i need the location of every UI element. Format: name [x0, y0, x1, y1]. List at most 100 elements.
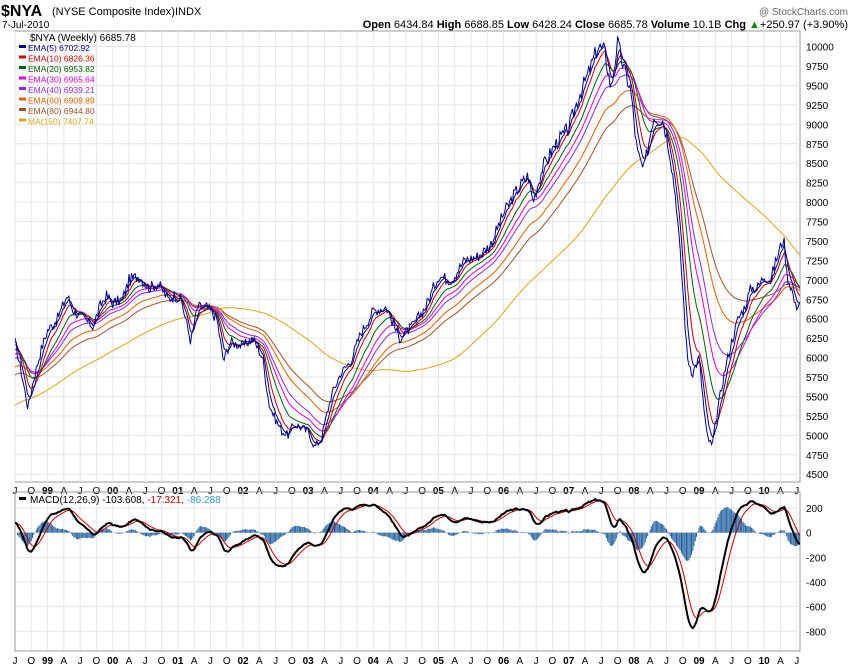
macd-x-tick-label: J: [143, 656, 148, 667]
macd-histogram-bar: [573, 531, 575, 533]
macd-histogram-bar: [425, 530, 427, 533]
legend-swatch: [19, 97, 26, 101]
macd-histogram-bar: [154, 532, 156, 536]
macd-histogram-bar: [325, 525, 327, 533]
macd-x-tick-label: 03: [303, 656, 315, 667]
macd-histogram-bar: [479, 532, 481, 535]
macd-histogram-bar: [658, 522, 660, 533]
macd-histogram-bar: [18, 532, 20, 537]
price-y-tick-label: 8000: [806, 198, 829, 209]
macd-histogram-bar: [283, 532, 285, 535]
macd-histogram-bar: [206, 527, 208, 533]
index-name: (NYSE Composite Index): [52, 6, 175, 18]
macd-histogram-bar: [143, 532, 145, 536]
macd-histogram-bar: [558, 531, 560, 533]
macd-histogram-bar: [70, 532, 72, 535]
macd-x-tick-label: O: [353, 656, 361, 667]
macd-y-tick-label: -800: [806, 627, 826, 638]
macd-histogram-bar: [644, 532, 646, 543]
macd-histogram-bar: [379, 532, 381, 536]
macd-histogram-bar: [387, 532, 389, 538]
macd-histogram-bar: [772, 532, 774, 536]
legend-swatch: [19, 45, 26, 48]
macd-histogram-bar: [79, 532, 81, 539]
macd-histogram-bar: [67, 530, 69, 533]
macd-histogram-bar: [221, 532, 223, 540]
macd-histogram-bar: [251, 529, 253, 533]
macd-histogram-bar: [332, 521, 334, 533]
macd-histogram-bar: [624, 532, 626, 537]
macd-x-tick-label: A: [386, 656, 393, 667]
macd-x-tick-label: J: [599, 656, 604, 667]
macd-histogram-bar: [783, 530, 785, 533]
macd-histogram-bar: [465, 531, 467, 533]
macd-x-tick-label: O: [483, 656, 491, 667]
macd-panel: 200 0 -200 -400 -600 -800 MACD(12,26,9) -103.6…: [14, 491, 826, 652]
macd-histogram-bar: [386, 532, 388, 537]
macd-x-tick-label: A: [647, 656, 654, 667]
macd-histogram-bar: [461, 531, 463, 533]
price-y-tick-label: 7750: [806, 218, 829, 229]
legend-label: EMA(40) 6939.21: [28, 85, 95, 95]
macd-x-tick-label: A: [777, 656, 784, 667]
macd-x-tick-label: J: [338, 656, 343, 667]
macd-histogram-bar: [632, 532, 634, 544]
macd-histogram-bar: [504, 529, 506, 533]
macd-histogram-bar: [746, 526, 748, 533]
macd-histogram-bar: [351, 532, 353, 533]
macd-histogram-bar: [59, 528, 61, 533]
macd-histogram-bar: [38, 525, 40, 533]
macd-histogram-bar: [44, 521, 46, 533]
macd-histogram-bar: [747, 526, 749, 533]
macd-histogram-bar: [659, 523, 661, 533]
macd-histogram-bar: [394, 532, 396, 541]
macd-histogram-bar: [530, 532, 532, 537]
macd-y-tick-label: -600: [806, 603, 826, 614]
macd-histogram-bar: [282, 532, 284, 536]
macd-histogram-bar: [578, 531, 580, 533]
macd-x-tick-label: A: [321, 656, 328, 667]
macd-x-tick-label: O: [614, 656, 622, 667]
macd-histogram-bar: [257, 531, 259, 533]
macd-histogram-bar: [128, 529, 130, 533]
macd-histogram-bar: [153, 532, 155, 536]
macd-histogram-bar: [350, 531, 352, 533]
macd-histogram-bar: [359, 529, 360, 533]
macd-histogram-bar: [186, 532, 188, 537]
macd-histogram-bar: [395, 532, 397, 541]
macd-histogram-bar: [83, 532, 85, 538]
macd-histogram-bar: [463, 531, 464, 533]
macd-x-tick-label: J: [794, 656, 799, 667]
macd-histogram-bar: [782, 530, 784, 533]
macd-histogram-bar: [683, 532, 685, 558]
macd-histogram-bar: [276, 532, 278, 541]
macd-histogram-bar: [660, 523, 662, 533]
macd-histogram-bar: [245, 529, 246, 533]
macd-histogram-bar: [58, 528, 60, 533]
macd-histogram-bar: [248, 529, 250, 533]
macd-histogram-bar: [201, 526, 203, 533]
macd-histogram-bar: [344, 526, 345, 533]
macd-histogram-bar: [146, 532, 147, 537]
macd-histogram-bar: [238, 530, 240, 533]
macd-histogram-bar: [118, 532, 120, 534]
price-y-tick-label: 9000: [806, 120, 829, 131]
macd-histogram-bar: [420, 529, 422, 533]
macd-x-tick-label: J: [403, 656, 408, 667]
legend-label: MA(150) 7407.74: [28, 117, 94, 127]
macd-histogram-bar: [60, 529, 62, 533]
macd-x-tick-label: 01: [172, 656, 184, 667]
macd-histogram-bar: [713, 526, 715, 533]
macd-histogram-bar: [296, 526, 298, 533]
macd-histogram-bar: [652, 524, 654, 533]
macd-histogram-bar: [271, 532, 273, 544]
macd-x-tick-label: J: [729, 656, 734, 667]
macd-histogram-bar: [640, 532, 642, 549]
macd-histogram-bar: [308, 529, 310, 533]
macd-histogram-bar: [149, 532, 151, 537]
macd-line: [15, 497, 800, 630]
macd-histogram-bar: [202, 526, 204, 533]
macd-histogram-bar: [478, 532, 479, 535]
macd-legend: MACD(12,26,9) -103.608, -17.321, -86.288: [30, 495, 221, 506]
price-y-tick-label: 9500: [806, 81, 829, 92]
